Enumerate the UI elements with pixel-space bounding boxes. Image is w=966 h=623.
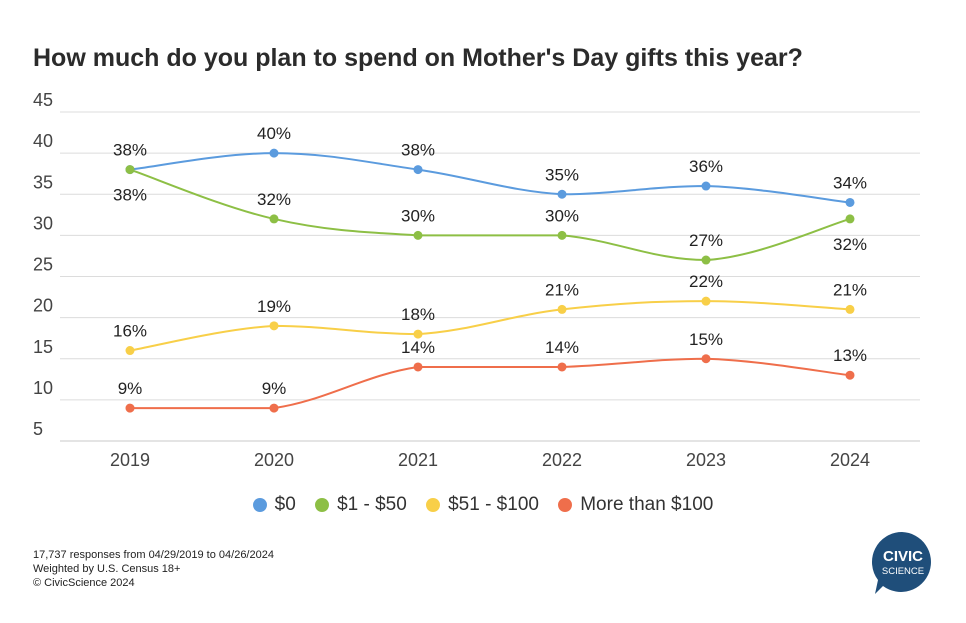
data-label-0-4: 36% [689, 157, 723, 176]
data-point-2-0 [125, 346, 135, 356]
series-line-3 [129, 357, 851, 410]
data-label-3-1: 9% [262, 379, 287, 398]
y-tick-label-30: 30 [33, 213, 53, 233]
data-label-1-0: 38% [113, 186, 147, 205]
data-point-2-3 [557, 304, 567, 314]
data-point-3-0 [125, 403, 135, 413]
y-tick-label-25: 25 [33, 255, 53, 275]
legend-item-0[interactable]: $0 [252, 494, 296, 516]
data-point-0-2 [413, 165, 423, 175]
data-label-3-2: 14% [401, 338, 435, 357]
x-tick-label-2023: 2023 [686, 450, 726, 470]
data-point-3-1 [269, 403, 279, 413]
data-point-2-5 [845, 304, 855, 314]
data-point-1-3 [557, 230, 567, 240]
data-label-0-0: 38% [113, 141, 147, 160]
data-point-3-2 [413, 362, 423, 372]
footer-copyright: © CivicScience 2024 [33, 577, 135, 589]
legend-label-2: $51 - $100 [448, 494, 539, 515]
legend-item-1[interactable]: $1 - $50 [315, 494, 407, 516]
data-point-0-3 [557, 189, 567, 199]
data-point-1-1 [269, 214, 279, 224]
series-line-0 [129, 152, 851, 204]
y-tick-label-10: 10 [33, 378, 53, 398]
data-label-1-4: 27% [689, 231, 723, 250]
y-tick-label-15: 15 [33, 337, 53, 357]
series-line-2 [129, 300, 851, 352]
data-label-0-2: 38% [401, 141, 435, 160]
legend-marker-1 [315, 498, 330, 512]
data-point-3-3 [557, 362, 567, 372]
civicscience-logo: CIVIC SCIENCE [872, 532, 931, 594]
y-tick-label-35: 35 [33, 172, 53, 192]
legend-marker-2 [426, 498, 441, 512]
y-tick-label-20: 20 [33, 296, 53, 316]
y-tick-label-40: 40 [33, 131, 53, 151]
x-tick-label-2019: 2019 [110, 450, 150, 470]
y-tick-label-45: 45 [33, 90, 53, 110]
legend-label-3: More than $100 [580, 494, 714, 515]
data-point-2-1 [269, 321, 279, 331]
footer-responses: 17,737 responses from 04/29/2019 to 04/2… [33, 549, 274, 561]
x-tick-label-2024: 2024 [830, 450, 870, 470]
legend-marker-3 [558, 498, 573, 512]
data-label-3-3: 14% [545, 338, 579, 357]
data-label-1-2: 30% [401, 206, 435, 225]
legend-label-0: $0 [274, 494, 296, 515]
logo-text-civic: CIVIC [883, 548, 923, 565]
logo-text-science: SCIENCE [882, 566, 924, 577]
data-label-2-4: 22% [689, 272, 723, 291]
data-point-1-4 [701, 255, 711, 265]
data-label-1-1: 32% [257, 190, 291, 209]
chart-title: How much do you plan to spend on Mother'… [33, 44, 803, 72]
data-label-1-5: 32% [833, 235, 867, 254]
data-label-0-5: 34% [833, 173, 867, 192]
data-label-0-1: 40% [257, 124, 291, 143]
data-point-1-0 [125, 165, 135, 175]
data-label-2-3: 21% [545, 280, 579, 299]
data-label-2-1: 19% [257, 297, 291, 316]
data-label-3-4: 15% [689, 330, 723, 349]
data-point-0-4 [701, 181, 711, 191]
data-label-2-0: 16% [113, 322, 147, 341]
data-label-2-2: 18% [401, 305, 435, 324]
logo-bubble [872, 532, 931, 594]
data-point-2-4 [701, 296, 711, 306]
data-label-3-0: 9% [118, 379, 143, 398]
legend-marker-0 [252, 498, 267, 512]
footer-weighting: Weighted by U.S. Census 18+ [33, 563, 181, 575]
data-label-0-3: 35% [545, 165, 579, 184]
chart-legend: $0 $1 - $50 $51 - $100 More than $100 [0, 494, 966, 518]
data-point-3-5 [845, 370, 855, 380]
legend-item-2[interactable]: $51 - $100 [426, 494, 539, 516]
series-line-1 [129, 168, 851, 262]
legend-label-1: $1 - $50 [337, 494, 407, 515]
data-label-1-3: 30% [545, 206, 579, 225]
data-point-1-2 [413, 230, 423, 240]
footer-notes: 17,737 responses from 04/29/2019 to 04/2… [33, 548, 274, 590]
x-tick-label-2021: 2021 [398, 450, 438, 470]
data-point-0-5 [845, 197, 855, 207]
data-label-3-5: 13% [833, 346, 867, 365]
legend-item-3[interactable]: More than $100 [558, 494, 713, 516]
x-tick-label-2022: 2022 [542, 450, 582, 470]
data-label-2-5: 21% [833, 280, 867, 299]
x-tick-label-2020: 2020 [254, 450, 294, 470]
data-point-3-4 [701, 354, 711, 364]
data-point-0-1 [269, 148, 279, 158]
data-point-2-2 [413, 329, 423, 339]
data-point-1-5 [845, 214, 855, 224]
y-tick-label-5: 5 [33, 419, 43, 439]
